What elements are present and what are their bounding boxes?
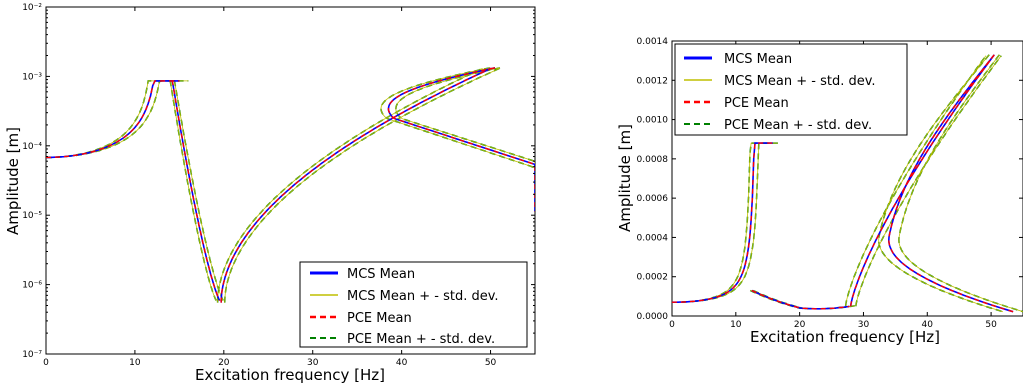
chart-2-y-tick-label: 0.0006 [637,194,669,204]
chart-2-chart-series-mcs-std-lower [878,54,1004,313]
chart-2-legend-label-pce-std: PCE Mean + - std. dev. [724,118,872,133]
chart-2-chart-series-pce-mean [888,54,1014,313]
chart-1-y-axis-label: Amplitude [m] [4,127,22,235]
chart-1-x-tick-label: 20 [218,358,230,368]
chart-2-legend-label-pce-mean: PCE Mean [724,96,789,111]
chart-2-curves [672,54,1023,313]
chart-1-legend-label-pce-mean: PCE Mean [347,311,412,326]
chart-1: 0 10 20 30 40 50 10⁻⁷ 10⁻⁶ 10⁻⁵ 10⁻⁴ 10⁻³ 10⁻² Exc… [4,3,536,384]
chart-2-x-tick-label: 10 [730,320,742,330]
chart-2-x-axis-label: Excitation frequency [Hz] [750,328,940,346]
chart-1-legend-label-mcs-std: MCS Mean + - std. dev. [347,289,499,304]
chart-1-chart-series-mcs-std-lower [217,67,483,303]
chart-2-y-tick-label: 0.0012 [637,76,669,86]
chart-1-chart-series-mcs-std-lower [380,67,535,212]
chart-2-x-tick-label: 20 [794,320,806,330]
chart-1-x-tick-label: 30 [307,358,319,368]
chart-2-y-tick-label: 0.0010 [637,116,669,126]
chart-1-y-tick-label: 10⁻⁵ [22,211,42,221]
chart-1-chart-series-pce-mean [220,67,492,303]
chart-2-y-tick-label: 0.0014 [637,37,669,47]
chart-1-y-tick-label: 10⁻⁷ [22,350,42,360]
chart-1-legend: MCS Mean MCS Mean + - std. dev. PCE Mean… [299,261,528,348]
chart-2-chart-series-pce-mean [850,55,995,307]
chart-1-chart-series-mcs-std-upper [395,67,535,212]
chart-2-x-tick-label: 40 [922,320,934,330]
chart-2-chart-series-mcs-std-upper [898,54,1023,313]
chart-2-chart-series-mcs-std-lower [845,55,987,307]
chart-1-chart-series-pce-mean [46,80,180,159]
chart-1-chart-series-mcs-std-upper [224,67,500,303]
chart-1-y-tick-label: 10⁻⁴ [22,142,42,152]
chart-1-x-ticks: 0 10 20 30 40 50 [43,7,497,368]
chart-2-x-tick-label: 50 [985,320,997,330]
chart-2-chart-series-mcs-std-upper [855,55,1002,307]
chart-1-y-tick-label: 10⁻² [22,3,42,13]
chart-2-chart-series-pce-mean [751,289,850,310]
chart-1-x-tick-label: 0 [43,358,49,368]
chart-2-chart-series-mcs-mean [672,142,773,304]
chart-2-y-tick-label: 0.0002 [637,273,669,283]
chart-2-x-tick-label: 0 [669,320,675,330]
chart-1-x-axis-label: Excitation frequency [Hz] [195,366,385,384]
chart-2-y-ticks: 0.0000 0.0002 0.0004 0.0006 0.0008 0.0010 0.00… [637,37,1023,322]
chart-1-y-tick-label: 10⁻⁶ [22,281,42,291]
chart-1-x-tick-label: 40 [396,358,408,368]
chart-1-legend-label-pce-std: PCE Mean + - std. dev. [347,332,495,347]
chart-2-legend-box [674,43,908,136]
chart-1-curves [46,67,535,303]
chart-2: 0 10 20 30 40 50 0.00000.00020.00040.00060.00… [616,37,1023,346]
chart-2-y-tick-label: 0.0000 [637,312,669,322]
chart-2-legend-label-mcs-std: MCS Mean + - std. dev. [724,74,876,89]
chart-2-x-ticks: 0 10 20 30 40 50 [669,41,997,330]
chart-1-y-ticks: 10⁻⁷ 10⁻⁶ 10⁻⁵ 10⁻⁴ 10⁻³ 10⁻² [22,3,535,360]
chart-2-y-axis-label: Amplitude [m] [616,124,634,232]
chart-2-y-tick-label: 0.0008 [637,155,669,165]
chart-1-chart-series-pce-mean [387,67,535,212]
chart-2-y-tick-label: 0.0004 [637,233,669,243]
chart-1-chart-series-mcs-std-lower [169,80,217,301]
chart-1-legend-label-mcs-mean: MCS Mean [347,267,415,282]
chart-2-x-tick-label: 30 [858,320,870,330]
chart-1-chart-series-mcs-std-upper [174,80,224,301]
chart-1-legend-box [299,261,528,348]
chart-1-x-tick-label: 10 [129,358,141,368]
chart-1-x-tick-label: 50 [485,358,497,368]
chart-1-chart-series-pce-mean [171,80,221,301]
chart-2-legend: MCS Mean MCS Mean + - std. dev. PCE Mean… [674,43,908,136]
chart-1-y-tick-label: 10⁻³ [22,72,42,82]
chart-2-legend-label-mcs-mean: MCS Mean [724,52,792,67]
